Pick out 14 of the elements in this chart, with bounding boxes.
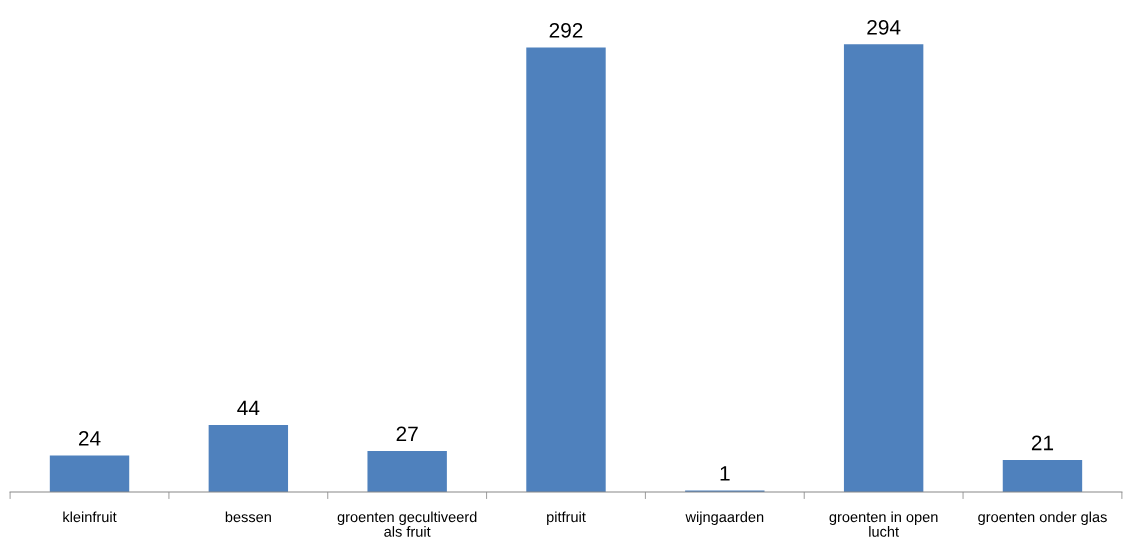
data-label: 24: [78, 431, 101, 446]
data-label: 21: [1031, 435, 1054, 451]
x-tick-label: groenten gecultiveerd als fruit: [337, 511, 477, 537]
x-tick-label: wijngaarden: [685, 511, 764, 526]
x-tick-label: pitfruit: [547, 511, 586, 526]
data-label: 44: [237, 400, 260, 416]
x-tick-label: kleinfruit: [63, 511, 117, 523]
data-label: 27: [396, 426, 418, 442]
data-label: 294: [867, 19, 901, 35]
x-tick-label: groenten onder glas: [978, 511, 1107, 526]
data-label: 1: [720, 466, 730, 481]
x-tick-label: bessen: [225, 511, 271, 523]
data-label: 292: [549, 22, 583, 38]
x-tick-label: groenten in open lucht: [829, 511, 938, 537]
